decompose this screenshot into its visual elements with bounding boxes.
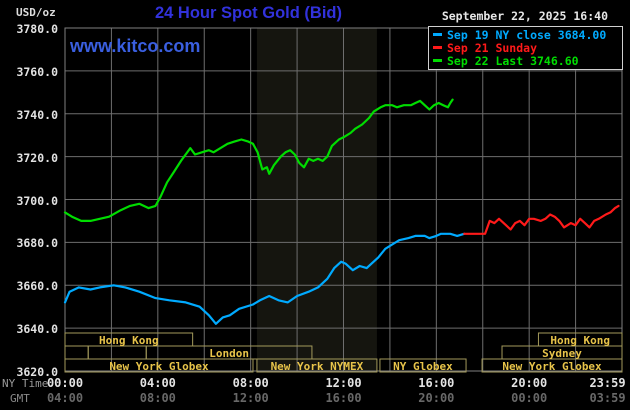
plot-border [64,27,623,372]
y-axis-tick-label: 3700.0 [16,193,58,208]
series-dash-marker [433,46,442,49]
session-box [64,345,89,360]
session-box [379,358,467,373]
legend-box: Sep 19 NY close 3684.00 Sep 21 Sunday Sep … [428,26,623,70]
y-axis-tick-label: 3720.0 [16,150,58,165]
gmt-time-tick-label: 03:59 [589,391,626,405]
ny-time-tick-label: 04:00 [139,376,176,390]
gmt-time-tick-label: 12:00 [232,391,269,405]
ny-time-tick-label: 12:00 [325,376,362,390]
ny-time-tick-label: 23:59 [589,376,626,390]
session-box-label: Hong Kong [550,334,611,347]
session-box-label: New York Globex [109,360,209,373]
session-box [256,358,378,373]
legend-item-label: Sep 21 Sunday [447,40,538,55]
timestamp: September 22, 2025 16:40 [441,9,608,23]
y-axis-tick-label: 3760.0 [16,64,58,79]
legend-item-label: Sep 19 NY close 3684.00 [447,27,607,42]
ny-time-tick-label: 20:00 [511,376,548,390]
session-box [481,358,623,373]
gmt-time-tick-label: 08:00 [139,391,176,405]
y-axis-tick-label: 3640.0 [16,322,58,337]
legend-item: Sep 19 NY close 3684.00 [429,27,622,42]
ny-time-tick-label: 00:00 [46,376,84,390]
ny-time-tick-label: 16:00 [418,376,455,390]
session-box-label: Hong Kong [99,334,159,347]
gmt-time-tick-label: 20:00 [418,391,455,405]
series-dash-marker [433,33,442,36]
legend-item: Sep 22 Last 3746.60 [429,53,622,68]
y-axis-tick-label: 3620.0 [16,365,58,379]
session-box-label: New York NYMEX [270,360,364,373]
session-box [64,358,254,373]
session-box-label: NY Globex [393,360,453,373]
ny-time-axis-label: NY Time [2,377,49,390]
legend-item-label: Sep 22 Last 3746.60 [447,53,579,68]
session-box-label: Sydney [542,347,582,360]
series-dash-marker [433,59,442,62]
gmt-time-tick-label: 16:00 [325,391,362,405]
y-axis-tick-label: 3660.0 [16,279,58,294]
legend-item: Sep 21 Sunday [429,40,622,55]
gmt-time-tick-label: 04:00 [46,391,84,405]
kitco-logo-watermark: www.kitco.com [70,36,201,56]
y-axis-tick-label: 3780.0 [16,22,58,36]
gmt-axis-label: GMT [10,392,30,405]
ny-time-tick-label: 08:00 [232,376,269,390]
gmt-time-tick-label: 00:00 [511,391,548,405]
session-box [87,345,147,360]
y-axis-unit-label: USD/oz [16,6,56,19]
y-axis-tick-label: 3680.0 [16,236,58,251]
session-box-label: London [209,347,249,360]
page-title: 24 Hour Spot Gold (Bid) [155,4,342,22]
price-line-1 [463,204,620,235]
price-line-0 [63,232,466,325]
price-line-2 [63,98,454,222]
y-axis-tick-label: 3740.0 [16,107,58,122]
session-box-label: New York Globex [502,360,602,373]
